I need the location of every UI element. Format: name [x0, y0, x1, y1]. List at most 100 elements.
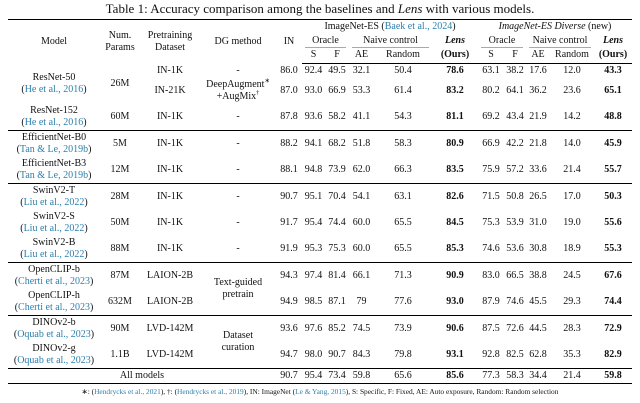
citation-link[interactable]: Liu et al., 2022 [23, 197, 85, 208]
citation-link[interactable]: Liu et al., 2022 [23, 249, 85, 260]
value-cell: 66.9 [478, 130, 504, 157]
text-segment: Dataset [223, 330, 253, 341]
value-cell: 84.5 [446, 217, 464, 228]
value-cell: 75.9 [482, 164, 500, 175]
table-header: Model Num. Params Pretraining Dataset DG meth… [8, 20, 633, 64]
citation-link[interactable]: Le & Yang, 2015 [295, 387, 346, 396]
subgroup-header: Oracle [302, 34, 349, 48]
citation-link[interactable]: Baek et al., 2024 [384, 21, 453, 32]
value-cell: 66.9 [328, 85, 346, 96]
citation-link[interactable]: Oquab et al., 2023 [17, 355, 91, 366]
text-segment: ImageNet-ES Diverse [498, 21, 586, 32]
table-body: ResNet-50 (He et al., 2016) 26M IN-1K -86.0 9… [8, 64, 633, 384]
value-cell: 14.0 [550, 130, 594, 157]
value-cell: 44.5 [526, 315, 550, 342]
model-cell: EfficientNet-B3 (Tan & Le, 2019b) [8, 157, 100, 184]
value-cell: 81.4 [325, 262, 349, 289]
value-cell: 66.1 [349, 262, 374, 289]
value-cell: 73.9 [374, 315, 432, 342]
value-cell: 85.2 [325, 315, 349, 342]
citation-link[interactable]: Cherti et al., 2023 [18, 276, 90, 287]
text-segment: ( [21, 83, 25, 95]
value-cell: 14.2 [563, 111, 581, 122]
citation-link[interactable]: Cherti et al., 2023 [18, 302, 90, 313]
params-cell: 90M [100, 315, 140, 342]
col-header-f: F [325, 48, 349, 64]
value-cell: 97.4 [302, 262, 325, 289]
citation-link[interactable]: Oquab et al., 2023 [17, 329, 91, 340]
text-segment: ImageNet-ES ( [324, 21, 385, 32]
citation-link[interactable]: Hendrycks et al., 2019 [177, 387, 244, 396]
value-cell: 81.1 [446, 111, 464, 122]
value-cell: 80.9 [432, 130, 478, 157]
value-cell: 54.1 [349, 183, 374, 210]
value-cell: 84.3 [352, 349, 371, 360]
value-cell: 67.6 [594, 262, 633, 289]
dataset-cell: IN-1K [140, 130, 200, 157]
dataset-cell: LAION-2B [146, 296, 194, 307]
model-name: OpenCLIP-b [28, 264, 80, 275]
value-cell: 49.5 [328, 65, 346, 76]
value-cell: 98.5 [304, 296, 323, 307]
value-cell: 70.4 [325, 183, 349, 210]
col-header-ours: (Ours) [432, 48, 478, 64]
citation-link[interactable]: Liu et al., 2022 [23, 223, 85, 234]
col-header-random: Random [550, 48, 594, 64]
value-cell: 93.6 [304, 111, 323, 122]
model-cell: SwinV2-S (Liu et al., 2022) [8, 210, 100, 236]
value-cell: 23.6 [563, 85, 581, 96]
text-segment: pretrain [222, 289, 254, 300]
citation-link[interactable]: He et al., 2016 [24, 83, 84, 95]
value-cell: 45.5 [529, 296, 547, 307]
value-cell: 95.1 [302, 183, 325, 210]
text-segment: ) [88, 170, 92, 181]
text-segment: ) [90, 355, 95, 366]
table-row: OpenCLIP-b (Cherti et al., 2023) 87M LAION-… [8, 262, 633, 316]
citation-link[interactable]: He et al., 2016 [24, 117, 84, 128]
value-cell: 87.8 [280, 111, 298, 122]
value-cell: 12.0 [563, 65, 581, 76]
text-segment: (new) [585, 21, 612, 32]
col-header-s: S [302, 48, 325, 64]
table-row: SwinV2-S (Liu et al., 2022) 50M IN-1K -91.7 9… [8, 210, 632, 236]
value-cell: 93.1 [446, 349, 464, 360]
value-cell: 87.1 [328, 296, 346, 307]
model-name: DINOv2-g [32, 343, 76, 354]
text-segment: - [236, 243, 240, 254]
value-cell: 33.6 [529, 164, 547, 175]
value-cell: 50.3 [594, 183, 633, 210]
value-cell: 17.6 [529, 65, 547, 76]
dataset-cell: LVD-142M [146, 349, 194, 360]
header-row-groups: Model Num. Params Pretraining Dataset DG meth… [8, 20, 632, 53]
value-cell: 95.3 [304, 243, 323, 254]
model-cell: SwinV2-B (Liu et al., 2022) [8, 236, 100, 263]
model-name: EfficientNet-B3 [21, 158, 87, 169]
table-row: EfficientNet-B3 (Tan & Le, 2019b) 12M IN-1K… [8, 157, 632, 184]
citation-link[interactable]: Tan & Le, 2019b [19, 144, 89, 155]
text-segment: Oracle [312, 35, 339, 46]
value-cell: 91.9 [280, 243, 298, 254]
value-cell: 68.2 [325, 130, 349, 157]
value-cell: 38.2 [506, 65, 524, 76]
text-segment: ( [13, 329, 18, 340]
table-row: All models 90.7 95.4 73.4 59.8 65.6 85.6 77.3 58… [8, 368, 633, 384]
citation-link[interactable]: Tan & Le, 2019b [19, 170, 89, 181]
table-footnote: ∗: (Hendrycks et al., 2021), †: (Hendryc… [0, 387, 640, 397]
text-segment: ( [16, 170, 20, 181]
citation-link[interactable]: Hendrycks et al., 2021 [94, 387, 161, 396]
value-cell: 54.3 [394, 111, 412, 122]
params-cell: 26M [110, 77, 130, 89]
group-header-2: ImageNet-ES Diverse (new) [478, 20, 632, 35]
value-cell: 50.8 [504, 183, 526, 210]
value-cell: 36.2 [529, 85, 547, 96]
value-cell: 83.2 [446, 85, 464, 96]
params-cell: 12M [110, 164, 130, 175]
text-segment: ( [13, 355, 18, 366]
value-cell: 92.4 [304, 65, 323, 76]
value-cell: 94.1 [302, 130, 325, 157]
model-citation: (Tan & Le, 2019b) [8, 170, 100, 182]
value-cell: 53.9 [506, 217, 524, 228]
text-segment: Lens [397, 1, 423, 16]
text-segment: ) [84, 197, 88, 208]
text-segment: ) [90, 329, 95, 340]
